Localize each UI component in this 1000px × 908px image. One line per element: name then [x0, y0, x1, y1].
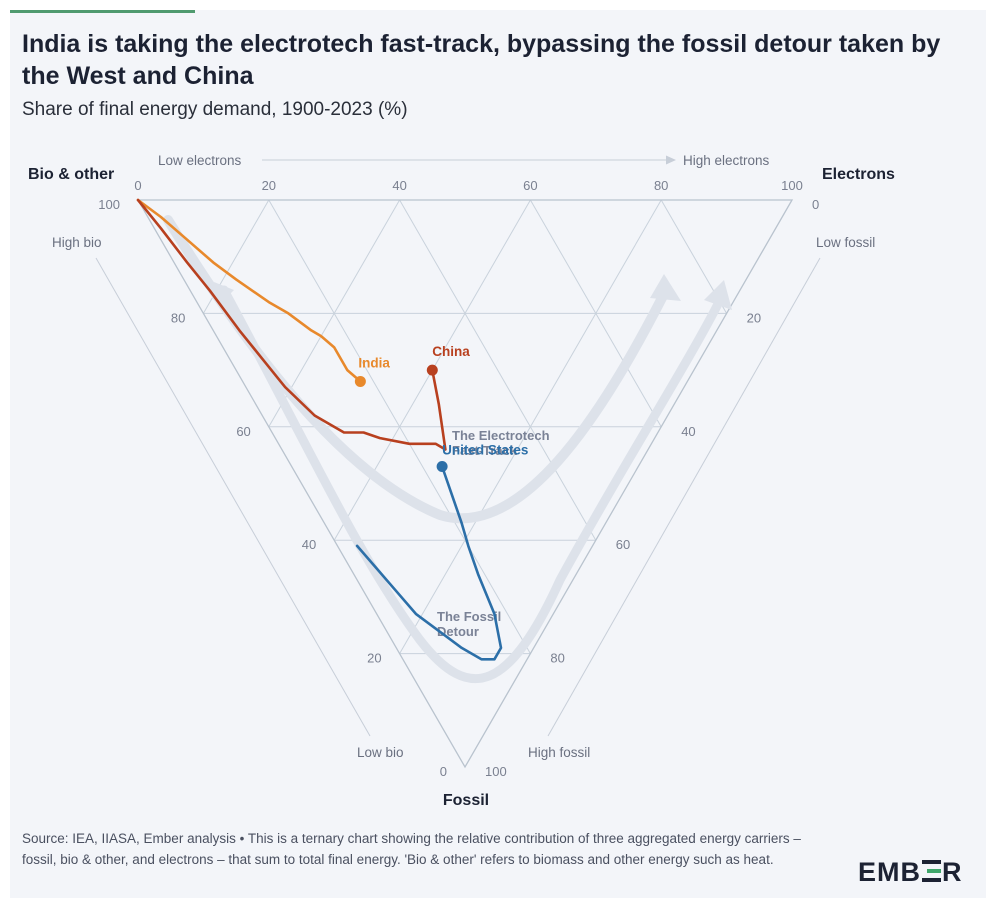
series-endpoint-india — [354, 375, 366, 387]
series-label-india: India — [358, 355, 390, 370]
series-line-united-states — [355, 465, 503, 661]
axis-title-bio: Bio & other — [28, 166, 114, 183]
chart-title: India is taking the electrotech fast-tra… — [22, 30, 941, 90]
tick-fossil: 0 — [812, 197, 819, 212]
axis-title-fossil: Fossil — [443, 792, 489, 809]
tick-bio: 100 — [98, 197, 120, 212]
fossil-detour-arrow — [219, 285, 725, 684]
arrowhead-electrons — [666, 155, 676, 165]
annotation-fast-track-line1: The Electrotech — [452, 428, 550, 443]
source-note: Source: IEA, IIASA, Ember analysis • Thi… — [22, 831, 801, 867]
fossil-detour-arrowhead — [704, 280, 732, 310]
chart-card — [10, 10, 986, 898]
logo-text-left: EMB — [858, 857, 921, 887]
tick-fossil: 60 — [616, 537, 630, 552]
logo-e-mark — [922, 860, 941, 882]
tick-fossil: 100 — [485, 764, 507, 779]
series-line-india — [136, 198, 362, 383]
grid-line-electrons — [399, 199, 597, 541]
series-label-china: China — [432, 344, 470, 359]
axis-title-electrons: Electrons — [822, 166, 895, 183]
tick-electrons: 0 — [134, 178, 141, 193]
tick-fossil: 20 — [747, 310, 761, 325]
accent-bar — [10, 10, 195, 13]
label-high-electrons: High electrons — [683, 153, 770, 168]
tick-bio: 60 — [236, 424, 250, 439]
tick-bio: 0 — [440, 764, 447, 779]
fossil-detour-tail — [214, 282, 234, 304]
guide-line-bio — [95, 257, 371, 737]
annotation-fossil-detour-line1: The Fossil — [437, 609, 501, 624]
series-line-china — [136, 198, 447, 451]
series-label-united-states: United States — [442, 442, 528, 457]
tick-fossil: 80 — [550, 651, 564, 666]
guide-line-fossil — [547, 257, 821, 737]
tick-electrons: 60 — [523, 178, 537, 193]
label-low-bio: Low bio — [357, 745, 404, 760]
tick-bio: 20 — [367, 651, 381, 666]
chart-subtitle: Share of final energy demand, 1900-2023 … — [22, 99, 408, 120]
label-low-electrons: Low electrons — [158, 153, 242, 168]
tick-electrons: 100 — [781, 178, 803, 193]
tick-electrons: 40 — [392, 178, 406, 193]
series-endpoint-china — [426, 364, 438, 376]
triangle-outline — [136, 199, 794, 769]
fast-track-arrow — [163, 215, 670, 524]
logo-text-right: R — [942, 857, 963, 887]
tick-bio: 80 — [171, 310, 185, 325]
tick-electrons: 20 — [262, 178, 276, 193]
tick-bio: 40 — [302, 537, 316, 552]
label-low-fossil: Low fossil — [816, 235, 875, 250]
annotation-fossil-detour-line2: Detour — [437, 624, 479, 639]
label-high-bio: High bio — [52, 235, 102, 250]
series-endpoint-united-states — [436, 460, 448, 472]
label-high-fossil: High fossil — [528, 745, 590, 760]
annotation-fast-track-line2: Fast-Track — [452, 443, 518, 458]
fast-track-arrowhead — [650, 274, 681, 301]
ember-logo[interactable]: EMB R — [858, 857, 963, 888]
tick-electrons: 80 — [654, 178, 668, 193]
grid-line-electrons — [529, 199, 662, 428]
ternary-chart: 0 20 40 60 80 100 100 80 60 40 20 0 0 20 40 60 80 100 Bio … — [28, 153, 895, 809]
tick-fossil: 40 — [681, 424, 695, 439]
